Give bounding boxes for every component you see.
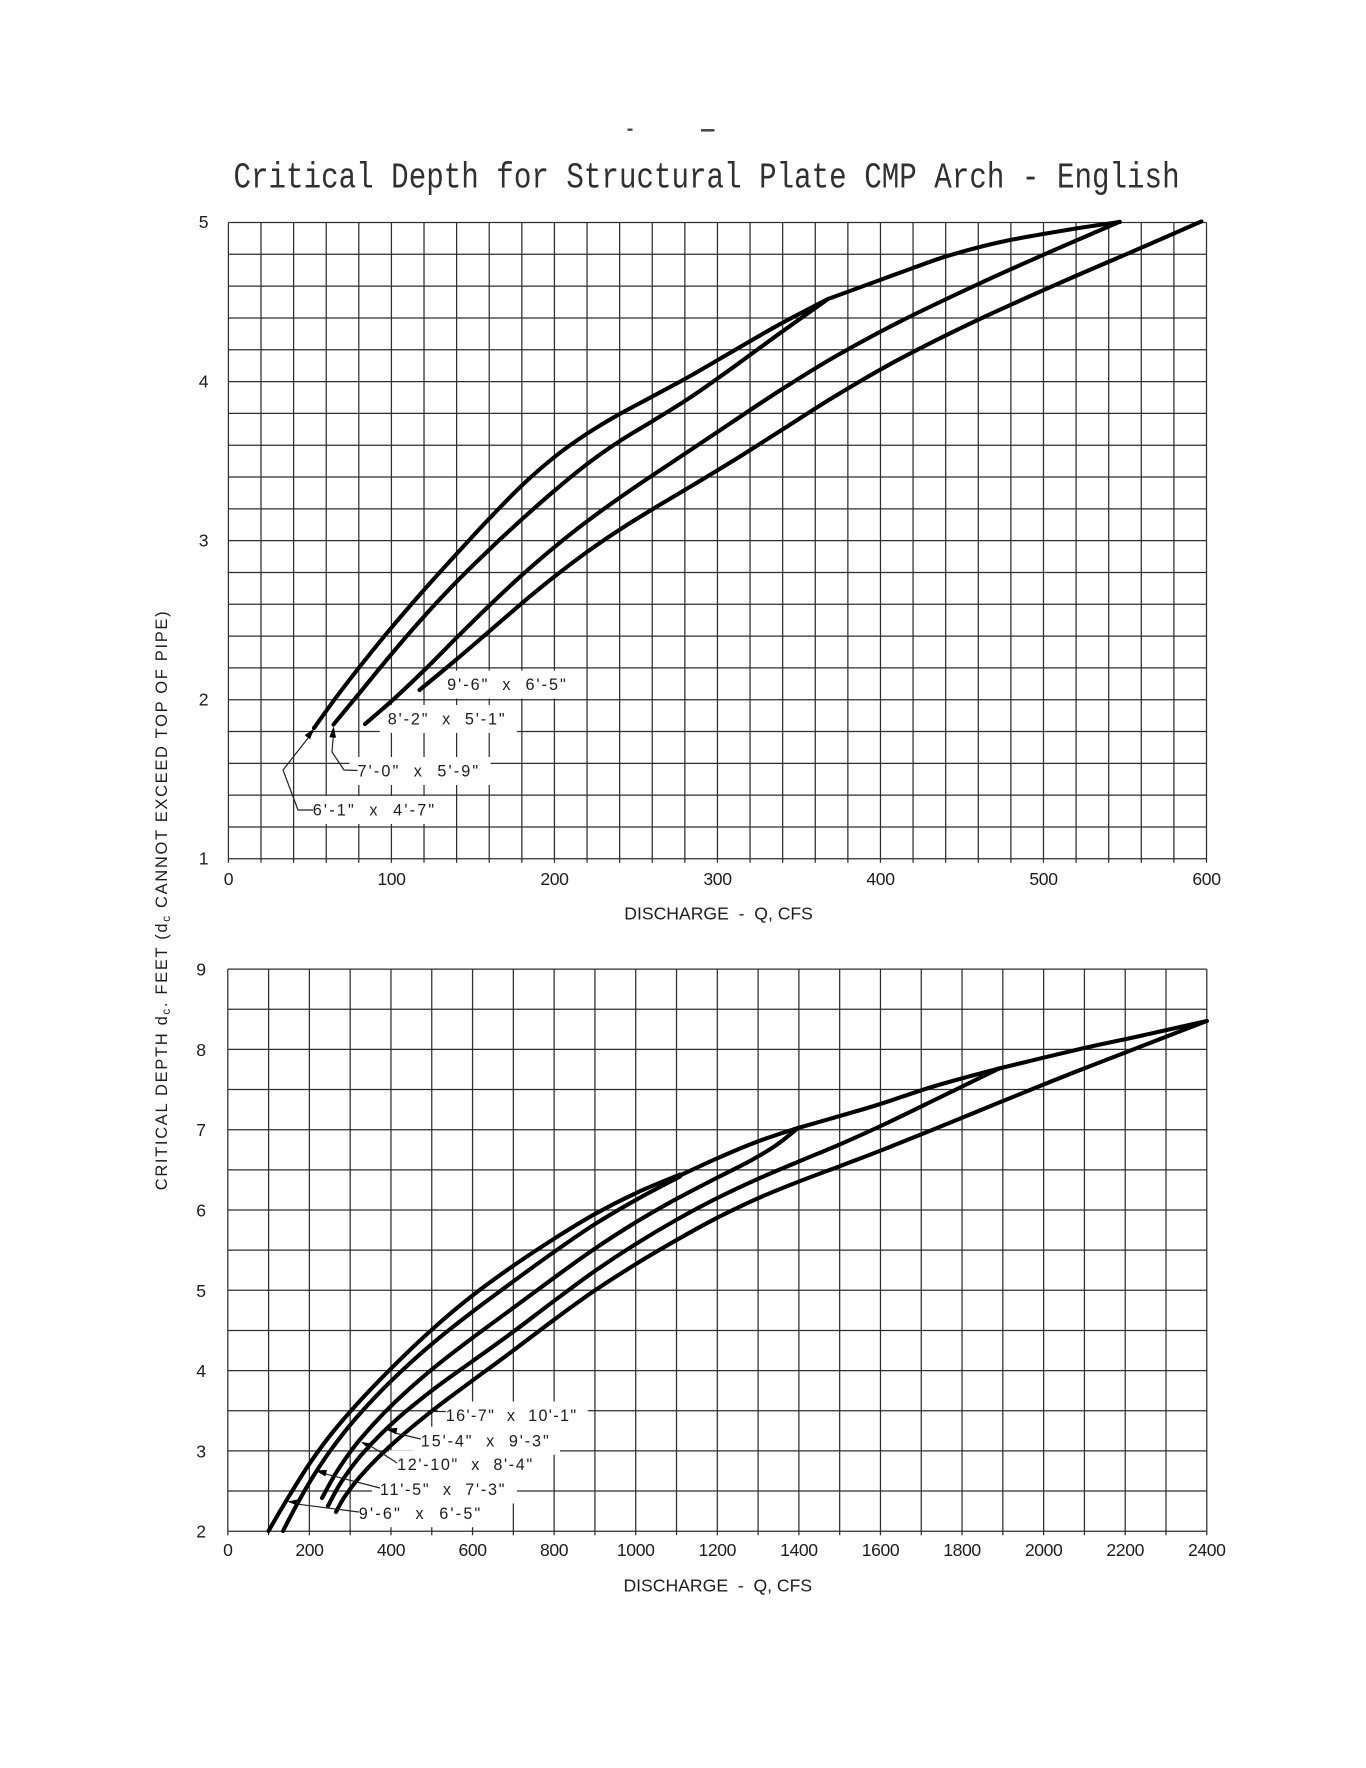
svg-text:1: 1 bbox=[199, 849, 209, 869]
svg-text:DISCHARGE - Q, CFS: DISCHARGE - Q, CFS bbox=[624, 904, 813, 924]
svg-text:300: 300 bbox=[703, 869, 732, 889]
svg-text:9: 9 bbox=[196, 960, 206, 980]
svg-text:15'-4" x 9'-3": 15'-4" x 9'-3" bbox=[421, 1432, 551, 1450]
svg-text:6'-1" x 4'-7": 6'-1" x 4'-7" bbox=[313, 802, 437, 820]
svg-text:2400: 2400 bbox=[1188, 1540, 1226, 1560]
svg-text:DISCHARGE - Q, CFS: DISCHARGE - Q, CFS bbox=[623, 1576, 812, 1596]
svg-text:1000: 1000 bbox=[617, 1540, 655, 1560]
svg-text:9'-6" x 6'-5": 9'-6" x 6'-5" bbox=[359, 1505, 483, 1523]
svg-text:0: 0 bbox=[224, 869, 234, 889]
svg-text:1800: 1800 bbox=[943, 1540, 981, 1560]
svg-text:800: 800 bbox=[540, 1540, 569, 1560]
svg-text:1400: 1400 bbox=[780, 1540, 818, 1560]
svg-text:11'-5" x 7'-3": 11'-5" x 7'-3" bbox=[380, 1481, 506, 1499]
svg-text:4: 4 bbox=[199, 371, 209, 391]
svg-text:6: 6 bbox=[196, 1201, 206, 1221]
svg-text:200: 200 bbox=[540, 869, 569, 889]
svg-text:3: 3 bbox=[199, 530, 209, 550]
svg-text:5: 5 bbox=[199, 212, 209, 232]
svg-text:1200: 1200 bbox=[699, 1540, 737, 1560]
svg-text:100: 100 bbox=[377, 869, 406, 889]
svg-text:9'-6" x 6'-5": 9'-6" x 6'-5" bbox=[447, 676, 568, 694]
svg-text:400: 400 bbox=[866, 869, 895, 889]
svg-text:1600: 1600 bbox=[862, 1540, 900, 1560]
svg-text:7'-0" x 5'-9": 7'-0" x 5'-9" bbox=[358, 763, 481, 781]
svg-text:4: 4 bbox=[196, 1361, 206, 1381]
svg-text:8'-2" x 5'-1": 8'-2" x 5'-1" bbox=[388, 711, 507, 729]
svg-text:8: 8 bbox=[196, 1040, 206, 1060]
svg-text:12'-10" x 8'-4": 12'-10" x 8'-4" bbox=[397, 1456, 534, 1474]
svg-text:600: 600 bbox=[1192, 869, 1221, 889]
svg-text:200: 200 bbox=[295, 1540, 324, 1560]
svg-text:CRITICAL DEPTH dc. FEET (dc CA: CRITICAL DEPTH dc. FEET (dc CANNOT EXCEE… bbox=[153, 610, 173, 1191]
svg-text:500: 500 bbox=[1029, 869, 1058, 889]
svg-text:Critical Depth for Structural: Critical Depth for Structural Plate CMP … bbox=[234, 157, 1180, 199]
svg-text:0: 0 bbox=[223, 1540, 233, 1560]
svg-text:2000: 2000 bbox=[1025, 1540, 1063, 1560]
svg-text:2200: 2200 bbox=[1106, 1540, 1144, 1560]
svg-text:3: 3 bbox=[196, 1441, 206, 1461]
svg-text:600: 600 bbox=[459, 1540, 488, 1560]
svg-text:16'-7" x 10'-1": 16'-7" x 10'-1" bbox=[446, 1407, 578, 1425]
svg-text:2: 2 bbox=[199, 689, 209, 709]
svg-text:7: 7 bbox=[196, 1120, 206, 1140]
svg-text:2: 2 bbox=[196, 1522, 206, 1542]
svg-text:5: 5 bbox=[196, 1281, 206, 1301]
svg-text:400: 400 bbox=[377, 1540, 406, 1560]
